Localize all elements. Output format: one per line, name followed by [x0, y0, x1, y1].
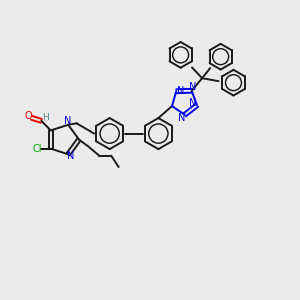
Text: N: N	[189, 98, 196, 108]
Text: N: N	[178, 113, 185, 123]
Text: H: H	[42, 113, 49, 122]
Text: N: N	[190, 82, 197, 92]
Text: N: N	[68, 151, 75, 161]
Text: N: N	[177, 86, 184, 96]
Text: O: O	[24, 111, 32, 122]
Text: N: N	[64, 116, 72, 126]
Text: Cl: Cl	[32, 144, 42, 154]
